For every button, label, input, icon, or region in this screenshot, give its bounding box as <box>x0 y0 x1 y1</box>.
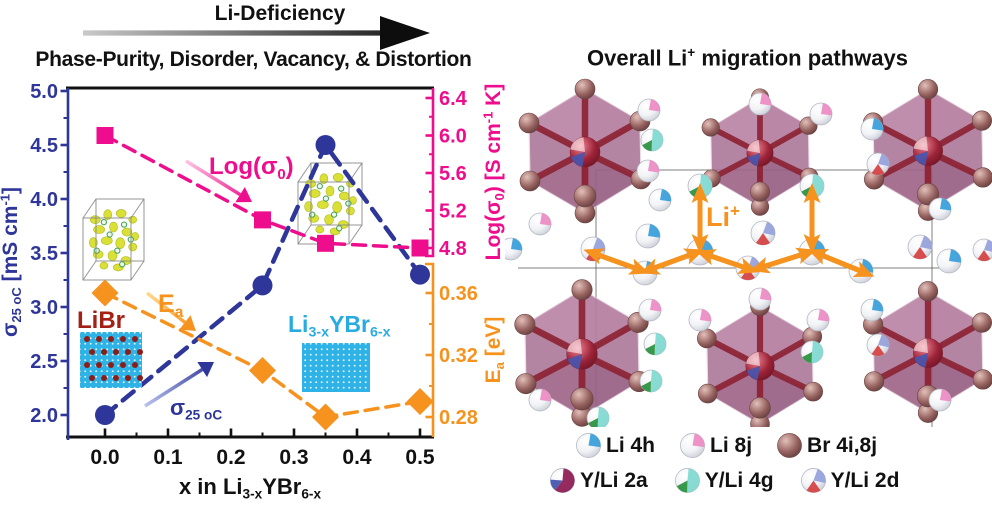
svg-text:6.0: 6.0 <box>439 126 467 148</box>
svg-text:0.5: 0.5 <box>405 446 435 469</box>
li-4h-sphere-icon <box>576 433 601 458</box>
structure-legend-row-2: Y/Li 2a Y/Li 4g Y/Li 2d <box>549 467 899 494</box>
y-li-4g-sphere-icon <box>674 468 700 493</box>
legend-item-yli-2a: Y/Li 2a <box>549 467 648 494</box>
svg-text:Ea: Ea <box>158 290 184 321</box>
legend-label-li-4h: Li 4h <box>606 433 656 457</box>
left-panel-heading: Phase-Purity, Disorder, Vacancy, & Disto… <box>35 48 472 71</box>
legend-label-li-8j: Li 8j <box>710 433 753 457</box>
svg-text:0.28: 0.28 <box>439 407 478 429</box>
svg-text:σ25 oC [mS cm-1]: σ25 oC [mS cm-1] <box>0 187 24 337</box>
li-deficiency-arrow <box>83 16 430 50</box>
li-8j-sphere-icon <box>680 433 705 458</box>
legend-label-yli-4g: Y/Li 4g <box>704 468 774 492</box>
svg-text:4.5: 4.5 <box>30 135 58 157</box>
svg-text:5.6: 5.6 <box>439 163 467 185</box>
svg-text:x in Li3-xYBr6-x: x in Li3-xYBr6-x <box>179 474 322 501</box>
conductivity-chart: Log(σ0) Ea σ25 oC LiBr Li3-xYBr6-x 0.0 0.1 0.2 0… <box>0 81 505 501</box>
legend-label-yli-2a: Y/Li 2a <box>580 468 648 492</box>
br-sphere-icon <box>777 433 802 458</box>
svg-text:0.1: 0.1 <box>153 446 183 469</box>
svg-text:6.4: 6.4 <box>439 88 468 110</box>
svg-text:Log(σ0) [S cm-1 K]: Log(σ0) [S cm-1 K] <box>480 84 505 261</box>
svg-text:0.2: 0.2 <box>216 446 245 469</box>
svg-text:0.3: 0.3 <box>279 446 308 469</box>
svg-text:5.0: 5.0 <box>30 81 58 103</box>
legend-item-yli-4g: Y/Li 4g <box>674 467 774 494</box>
svg-text:0.32: 0.32 <box>439 345 478 367</box>
legend-item-li-8j: Li 8j <box>679 432 752 459</box>
svg-text:3.0: 3.0 <box>30 297 58 319</box>
svg-text:σ25 oC: σ25 oC <box>170 395 222 422</box>
legend-item-br: Br 4i,8j <box>776 432 877 459</box>
svg-text:Ea [eV]: Ea [eV] <box>482 317 505 384</box>
svg-text:Li3-xYBr6-x: Li3-xYBr6-x <box>288 311 391 341</box>
svg-text:4.8: 4.8 <box>439 238 467 260</box>
svg-text:Log(σ0): Log(σ0) <box>209 153 294 183</box>
svg-text:0.0: 0.0 <box>90 446 119 469</box>
svg-text:2.5: 2.5 <box>30 351 58 373</box>
svg-text:5.2: 5.2 <box>439 201 467 223</box>
legend-label-br: Br 4i,8j <box>807 433 878 457</box>
svg-text:4.0: 4.0 <box>30 189 58 211</box>
svg-text:2.0: 2.0 <box>30 405 58 427</box>
svg-text:0.4: 0.4 <box>342 446 372 469</box>
legend-item-li-4h: Li 4h <box>575 432 655 459</box>
svg-text:LiBr: LiBr <box>77 307 125 334</box>
right-panel-title: Overall Li+ migration pathways <box>587 45 908 71</box>
crystal-structure: Li+ <box>505 78 992 427</box>
svg-text:0.36: 0.36 <box>439 283 478 305</box>
svg-text:Li+: Li+ <box>706 201 740 232</box>
y-li-2d-sphere-icon <box>800 468 826 493</box>
li-deficiency-label: Li-Deficiency <box>214 2 346 25</box>
svg-text:3.5: 3.5 <box>30 243 58 265</box>
legend-label-yli-2d: Y/Li 2d <box>830 468 900 492</box>
legend-item-yli-2d: Y/Li 2d <box>800 467 900 494</box>
structure-legend-row-1: Li 4h Li 8j Br 4i,8j <box>575 432 877 459</box>
y-li-2a-sphere-icon <box>550 468 575 493</box>
